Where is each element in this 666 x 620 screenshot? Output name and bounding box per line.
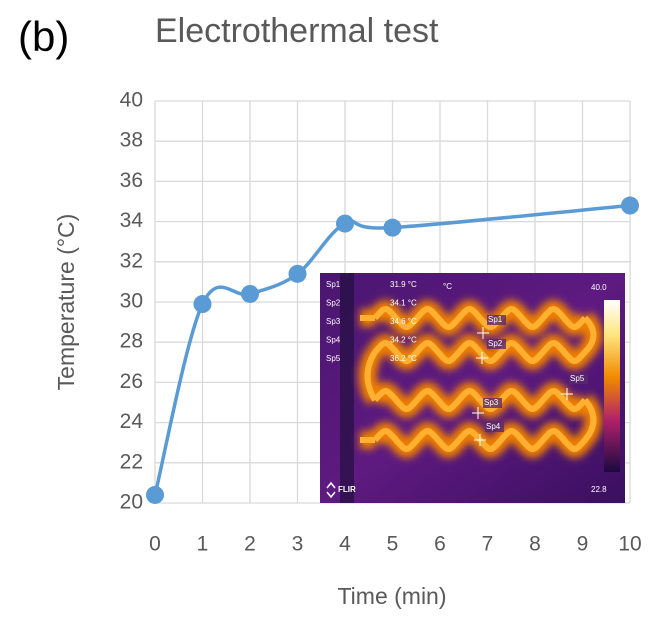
x-tick-label: 0 [149, 533, 161, 556]
y-tick-label: 34 [120, 209, 144, 232]
spot-cross [476, 352, 488, 364]
x-tick-label: 2 [244, 533, 256, 556]
spot-tag [485, 422, 504, 432]
spot-reading: 34.2 °C [390, 336, 417, 345]
x-tick-label: 3 [292, 533, 304, 556]
scale-min: 22.8 [591, 485, 607, 494]
data-point [383, 218, 402, 237]
x-tick-label: 9 [577, 533, 589, 556]
spot-name: Sp4 [326, 336, 341, 345]
thermal-inset: Sp1 31.9 °C Sp1 Sp2 34.1 °C Sp2 Sp3 34.6 °C Sp3 S… [320, 273, 625, 503]
x-tick-label: 7 [482, 533, 494, 556]
spot-marker-label: Sp1 [488, 315, 503, 324]
data-point [336, 214, 354, 233]
spot-tag [487, 315, 506, 325]
spot-cross [472, 407, 484, 419]
heater-wave [372, 340, 588, 364]
spot-tag [569, 374, 588, 384]
spot-reading: 34.6 °C [390, 317, 417, 326]
y-tick-label: 36 [120, 169, 143, 192]
data-point [146, 485, 164, 504]
plot [146, 196, 639, 504]
x-tick-label: 4 [339, 533, 351, 556]
spot-reading: 31.9 °C [390, 280, 417, 289]
data-point [621, 196, 639, 215]
spot-marker-label: Sp5 [570, 374, 585, 383]
spot-reading: 36.2 °C [390, 354, 417, 363]
spot-marker-label: Sp3 [484, 398, 499, 407]
brand: FLIR [338, 485, 356, 494]
chart-title: Electrothermal test [155, 12, 439, 50]
spot-name: Sp5 [326, 354, 341, 363]
data-point [193, 295, 212, 314]
data-point [288, 264, 307, 283]
y-tick-label: 20 [120, 491, 143, 514]
x-tick-label: 5 [387, 533, 399, 556]
x-tick-label: 6 [434, 533, 446, 556]
y-axis-label: Temperature (°C) [53, 214, 79, 391]
x-tick-label: 8 [529, 533, 541, 556]
x-tick-label: 10 [618, 533, 641, 556]
spot-marker-label: Sp2 [488, 339, 503, 348]
color-scale [604, 300, 620, 472]
y-tick-label: 26 [120, 370, 143, 393]
heater-wave [372, 388, 588, 412]
spot-tag [483, 398, 502, 408]
y-tick-label: 40 [120, 89, 143, 112]
spot-name: Sp2 [326, 299, 341, 308]
spot-name: Sp3 [326, 317, 341, 326]
spot-tag [487, 339, 506, 349]
y-tick-label: 24 [120, 410, 144, 433]
scale-max: 40.0 [591, 283, 607, 292]
spot-cross [477, 327, 489, 339]
spot-name: Sp1 [326, 280, 341, 289]
x-tick-label: 1 [197, 533, 209, 556]
y-tick-label: 32 [120, 249, 143, 272]
image-shadow [340, 273, 354, 503]
brand-icon [326, 481, 336, 499]
spot-cross [561, 388, 573, 400]
data-point [241, 284, 259, 303]
x-axis-label: Time (min) [337, 583, 446, 609]
spot-reading: 34.1 °C [390, 299, 417, 308]
y-tick-label: 30 [120, 290, 143, 313]
panel-label: (b) [18, 13, 69, 60]
heater-wave [372, 306, 588, 330]
y-tick-label: 22 [120, 450, 143, 473]
y-tick-label: 28 [120, 330, 143, 353]
y-tick-label: 38 [120, 129, 143, 152]
heater-bend [360, 315, 597, 443]
spot-cross [474, 434, 486, 446]
spot-marker-label: Sp4 [486, 422, 501, 431]
heater-trace [360, 306, 597, 452]
unit-label: °C [443, 282, 452, 291]
